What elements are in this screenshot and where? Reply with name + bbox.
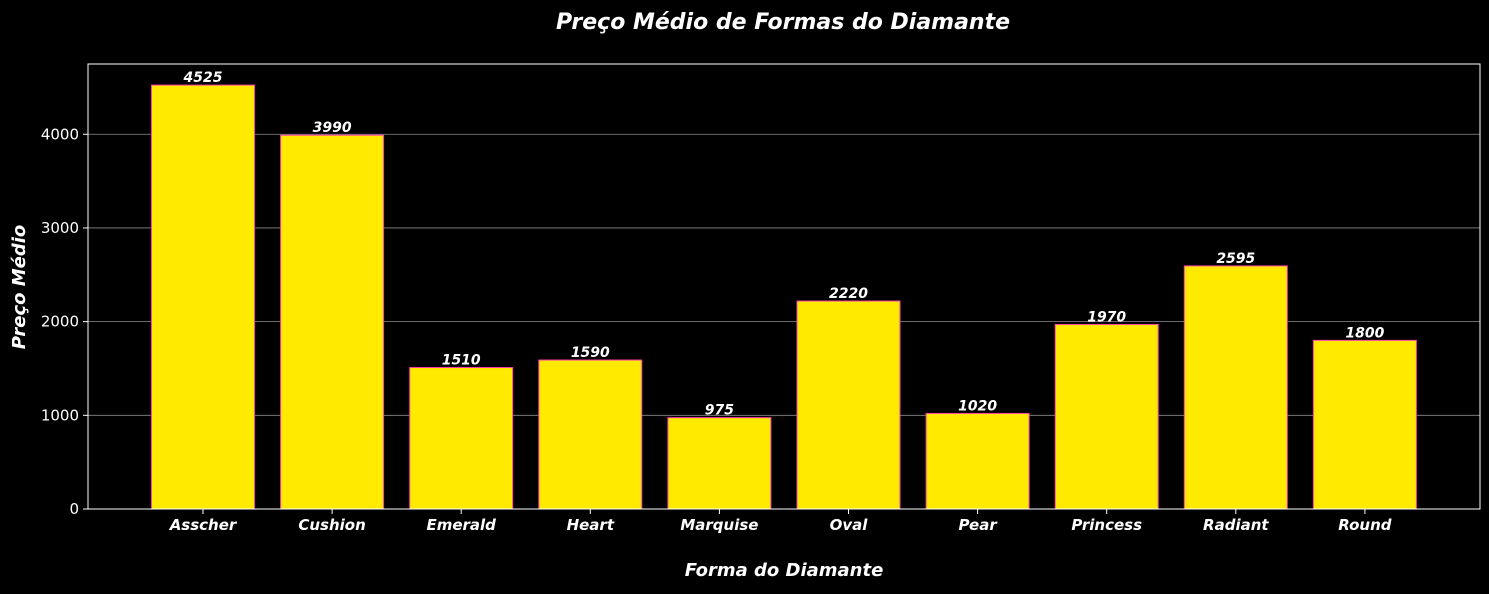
data-label-radiant: 2595 <box>1216 251 1255 267</box>
data-label-asscher: 4525 <box>183 70 223 86</box>
x-tick-label-asscher: Asscher <box>169 516 238 534</box>
x-tick-label-marquise: Marquise <box>680 516 758 534</box>
data-labels: 4525 3990 1510 1590 975 2220 1020 1970 2595 1800 <box>183 70 1385 419</box>
data-label-oval: 2220 <box>829 286 868 302</box>
bar-oval <box>796 300 901 510</box>
bar-heart <box>538 359 643 510</box>
y-axis-ticks: 0 1000 2000 3000 4000 <box>41 125 88 518</box>
bar-round <box>1312 339 1417 510</box>
data-label-emerald: 1510 <box>442 353 481 369</box>
bar-princess <box>1054 323 1159 510</box>
bar-emerald <box>409 367 514 510</box>
bar-pear <box>925 412 1030 510</box>
x-axis-label: Forma do Diamante <box>685 560 884 581</box>
data-label-round: 1800 <box>1345 325 1384 341</box>
x-tick-label-princess: Princess <box>1071 516 1142 534</box>
data-label-pear: 1020 <box>958 398 997 414</box>
x-tick-label-round: Round <box>1338 516 1391 534</box>
y-tick-label: 2000 <box>41 313 79 331</box>
bar-radiant <box>1183 265 1288 510</box>
x-tick-label-pear: Pear <box>958 516 998 534</box>
y-axis-label: Preço Médio <box>9 225 30 350</box>
y-tick-label: 0 <box>69 500 79 518</box>
plot-area-frame <box>87 63 1481 510</box>
x-tick-label-cushion: Cushion <box>298 516 365 534</box>
y-tick-label: 4000 <box>41 125 79 143</box>
bars <box>151 84 1417 510</box>
x-tick-label-oval: Oval <box>830 516 869 534</box>
data-label-marquise: 975 <box>705 403 734 419</box>
data-label-cushion: 3990 <box>313 120 352 136</box>
data-label-princess: 1970 <box>1087 309 1126 325</box>
bar-asscher <box>151 84 255 510</box>
x-tick-label-radiant: Radiant <box>1203 516 1269 534</box>
bar-marquise <box>667 417 772 510</box>
x-tick-label-heart: Heart <box>567 516 615 534</box>
x-axis-ticks: Asscher Cushion Emerald Heart Marquise Oval Pe… <box>169 509 1392 534</box>
chart-title: Preço Médio de Formas do Diamante <box>556 10 1010 35</box>
x-tick-label-emerald: Emerald <box>426 516 496 534</box>
data-label-heart: 1590 <box>571 345 610 361</box>
y-tick-label: 3000 <box>41 219 79 237</box>
bar-cushion <box>280 134 385 510</box>
y-tick-label: 1000 <box>41 406 79 424</box>
